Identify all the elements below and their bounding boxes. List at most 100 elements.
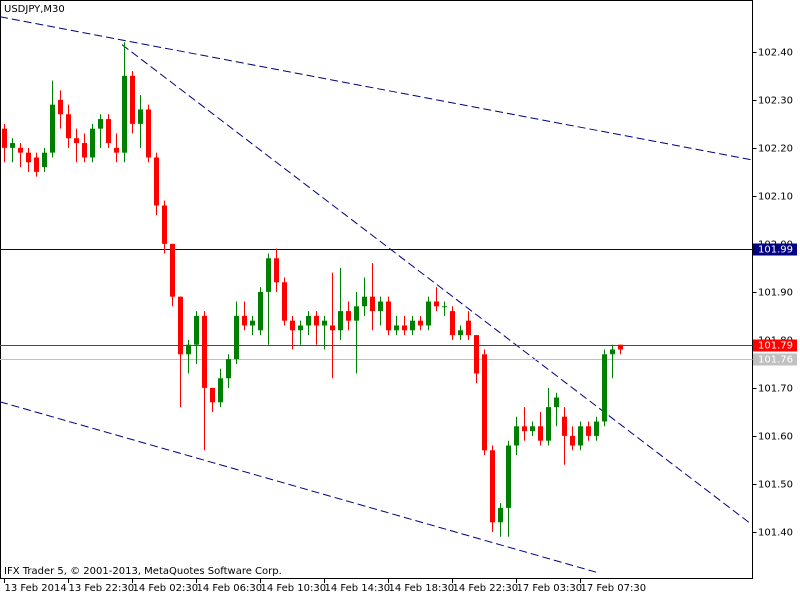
candle-body: [378, 301, 383, 312]
candle-body: [602, 354, 607, 422]
candle-body: [338, 311, 343, 331]
candle-body: [178, 296, 183, 355]
x-tick-label: 17 Feb 07:30: [581, 583, 647, 594]
candle-body: [130, 75, 135, 124]
candle-body: [90, 128, 95, 158]
x-tick-label: 13 Feb 2014: [5, 583, 67, 594]
y-tick-label: 101.50: [758, 480, 793, 491]
candle-body: [210, 387, 215, 403]
candle-body: [322, 320, 327, 326]
price-level-box: [753, 353, 797, 366]
candle-body: [442, 306, 447, 308]
candle-body: [10, 143, 15, 148]
candle-body: [66, 114, 71, 139]
candle-body: [586, 426, 591, 436]
trendline: [121, 44, 753, 526]
candle-body: [194, 315, 199, 345]
candle-body: [618, 344, 623, 350]
x-tick-label: 14 Feb 06:30: [197, 583, 263, 594]
candle-body: [138, 109, 143, 124]
candle-body: [258, 291, 263, 331]
candle-body: [298, 325, 303, 331]
candle-body: [186, 344, 191, 355]
candle-body: [482, 354, 487, 451]
candle-body: [74, 138, 79, 144]
x-tick-label: 14 Feb 14:30: [325, 583, 391, 594]
candle-body: [370, 296, 375, 312]
y-tick-label: 101.90: [758, 288, 793, 299]
candle-body: [26, 152, 31, 163]
candle-body: [434, 301, 439, 307]
candle-body: [34, 157, 39, 172]
candle-body: [530, 426, 535, 432]
candle-body: [306, 315, 311, 326]
x-tick-label: 17 Feb 03:30: [517, 583, 583, 594]
candle-body: [98, 119, 103, 129]
candle-body: [538, 426, 543, 441]
candle-body: [202, 315, 207, 388]
candle-body: [330, 325, 335, 331]
candle-body: [426, 301, 431, 326]
trendline: [0, 16, 753, 161]
candle-body: [122, 75, 127, 153]
candle-body: [498, 507, 503, 523]
chart-title: USDJPY,M30: [4, 4, 65, 15]
candle-body: [58, 99, 63, 115]
price-level-label: 101.76: [758, 355, 793, 366]
candle-body: [170, 243, 175, 297]
trendline: [0, 401, 599, 574]
price-level-label: 101.79: [758, 341, 793, 352]
candle-body: [250, 320, 255, 326]
candle-body: [594, 421, 599, 436]
candle-body: [354, 306, 359, 321]
candle-body: [514, 426, 519, 446]
candle-body: [226, 359, 231, 379]
candle-body: [146, 109, 151, 158]
candle-body: [234, 315, 239, 360]
candle-body: [282, 282, 287, 321]
candle-body: [394, 325, 399, 331]
candle-body: [474, 335, 479, 374]
y-tick-label: 101.40: [758, 528, 793, 539]
candle-body: [346, 311, 351, 321]
candle-body: [362, 296, 367, 307]
candle-body: [290, 320, 295, 331]
candle-body: [458, 330, 463, 336]
candle-body: [82, 143, 87, 158]
candle-body: [506, 445, 511, 508]
plot-area: [0, 16, 753, 574]
y-tick-label: 102.30: [758, 96, 793, 107]
candle-body: [578, 426, 583, 446]
candle-body: [522, 426, 527, 432]
x-tick-label: 14 Feb 22:30: [453, 583, 519, 594]
price-level-box: [753, 339, 797, 352]
x-tick-label: 14 Feb 10:30: [261, 583, 327, 594]
candle-body: [162, 205, 167, 244]
candle-body: [18, 147, 23, 153]
candle-body: [114, 147, 119, 153]
candle-body: [450, 311, 455, 336]
candle-body: [2, 128, 7, 148]
plot-frame: [0, 0, 753, 579]
y-tick-label: 102.20: [758, 144, 793, 155]
y-tick-label: 101.70: [758, 384, 793, 395]
x-tick-label: 14 Feb 02:30: [133, 583, 199, 594]
footer: IFX Trader 5, © 2001-2013, MetaQuotes So…: [4, 566, 282, 577]
candle-body: [546, 407, 551, 441]
candle-body: [242, 315, 247, 326]
candle-body: [562, 416, 567, 436]
candle-body: [314, 315, 319, 326]
candle-body: [554, 397, 559, 408]
candle-body: [490, 450, 495, 523]
candle-body: [466, 320, 471, 336]
candle-body: [106, 119, 111, 144]
price-level-box: [753, 243, 797, 256]
candle-body: [410, 320, 415, 331]
candle-body: [154, 157, 159, 206]
x-tick-label: 14 Feb 18:30: [389, 583, 455, 594]
price-level-label: 101.99: [758, 245, 793, 256]
candle-body: [570, 435, 575, 446]
candle-body: [266, 258, 271, 292]
